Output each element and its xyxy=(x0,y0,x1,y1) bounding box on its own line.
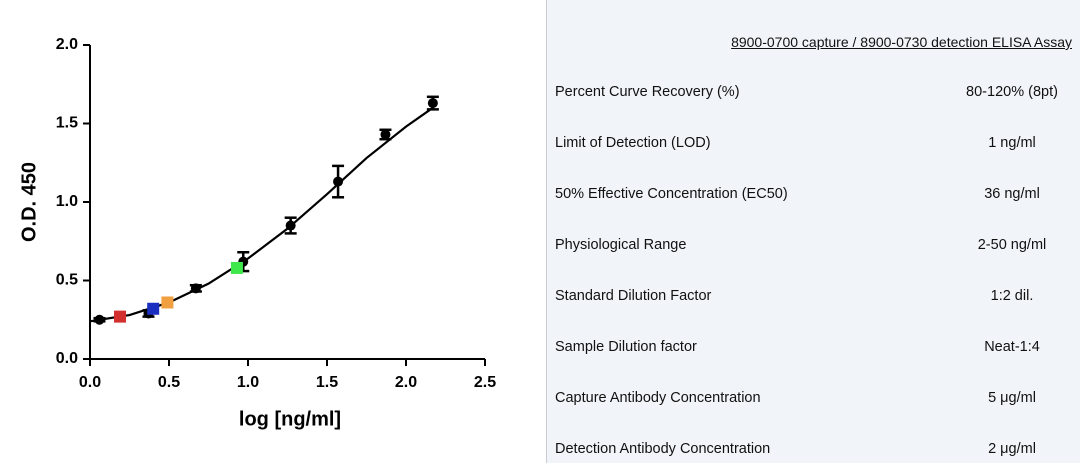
sample-point xyxy=(230,261,243,274)
x-tick-label: 1.5 xyxy=(316,374,338,391)
y-tick-label: 1.0 xyxy=(56,193,78,210)
sample-point xyxy=(161,296,174,309)
table-row: Capture Antibody Concentration 5 μg/ml xyxy=(547,390,1080,410)
x-axis-label: log [ng/ml] xyxy=(239,408,341,430)
table-row: 50% Effective Concentration (EC50) 36 ng/… xyxy=(547,186,1080,206)
table-row: Percent Curve Recovery (%) 80-120% (8pt) xyxy=(547,84,1080,104)
standard-point xyxy=(285,220,296,231)
table-row: Standard Dilution Factor 1:2 dil. xyxy=(547,288,1080,308)
row-label: Detection Antibody Concentration xyxy=(555,441,771,457)
row-label: Physiological Range xyxy=(555,237,687,253)
table-row: Sample Dilution factor Neat-1:4 xyxy=(547,339,1080,359)
row-value: Neat-1:4 xyxy=(984,339,1040,355)
assay-panel: 8900-0700 capture / 8900-0730 detection … xyxy=(546,0,1080,463)
table-title: 8900-0700 capture / 8900-0730 detection … xyxy=(731,34,1072,50)
standard-point xyxy=(333,176,344,187)
standard-point xyxy=(427,98,438,109)
standard-point xyxy=(190,283,201,294)
x-tick-label: 2.5 xyxy=(474,374,496,391)
x-tick-label: 2.0 xyxy=(395,374,417,391)
row-label: Limit of Detection (LOD) xyxy=(555,135,711,151)
row-label: Capture Antibody Concentration xyxy=(555,390,761,406)
y-axis-label: O.D. 450 xyxy=(18,162,40,242)
row-label: Sample Dilution factor xyxy=(555,339,697,355)
y-tick-label: 2.0 xyxy=(56,36,78,53)
row-value: 2 μg/ml xyxy=(988,441,1036,457)
y-tick-label: 1.5 xyxy=(56,115,78,132)
y-tick-label: 0.0 xyxy=(56,350,78,367)
table-row: Detection Antibody Concentration 2 μg/ml xyxy=(547,441,1080,461)
sample-point xyxy=(114,310,127,323)
y-tick-label: 0.5 xyxy=(56,272,78,289)
row-value: 1:2 dil. xyxy=(990,288,1034,304)
row-label: 50% Effective Concentration (EC50) xyxy=(555,186,788,202)
standard-point xyxy=(94,314,105,325)
row-value: 36 ng/ml xyxy=(984,186,1040,202)
row-value: 2-50 ng/ml xyxy=(977,237,1047,253)
table-row: Physiological Range 2-50 ng/ml xyxy=(547,237,1080,257)
x-tick-label: 0.5 xyxy=(158,374,180,391)
x-tick-label: 1.0 xyxy=(237,374,259,391)
standard-point xyxy=(380,129,391,140)
row-label: Standard Dilution Factor xyxy=(555,288,712,304)
sample-point xyxy=(147,302,160,315)
row-value: 1 ng/ml xyxy=(988,135,1036,151)
row-value: 80-120% (8pt) xyxy=(966,84,1058,100)
row-value: 5 μg/ml xyxy=(988,390,1036,406)
chart: log [ng/ml] O.D. 450 0.0 0.5 1.0 1.5 2.0 0.0 0… xyxy=(18,36,496,430)
row-label: Percent Curve Recovery (%) xyxy=(555,84,740,100)
x-tick-label: 0.0 xyxy=(79,374,101,391)
table-row: Limit of Detection (LOD) 1 ng/ml xyxy=(547,135,1080,155)
